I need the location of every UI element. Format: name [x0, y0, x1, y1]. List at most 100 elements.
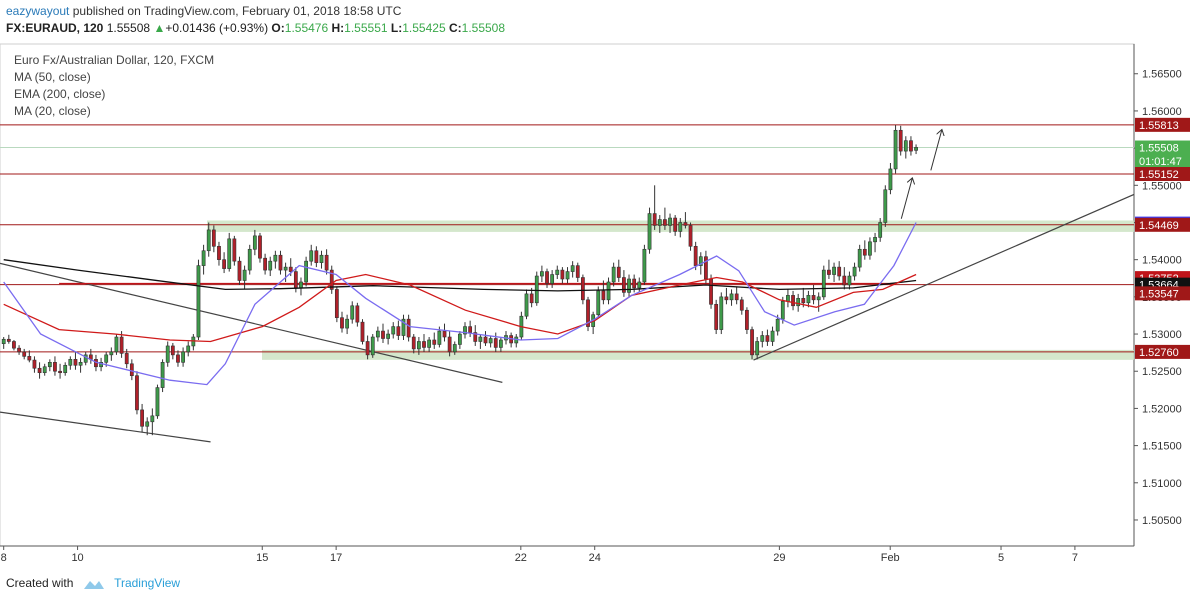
candle-body	[314, 250, 319, 263]
candle-body	[386, 333, 391, 339]
candle-body	[201, 250, 206, 266]
candle-body	[652, 213, 657, 226]
support-resistance-zone	[262, 349, 1134, 360]
candle-body	[427, 339, 432, 348]
candle-body	[381, 330, 385, 339]
candle-body	[637, 281, 642, 289]
legend-title: Euro Fx/Australian Dollar, 120, FXCM	[14, 53, 215, 67]
price-label-text: 1.55813	[1139, 120, 1179, 132]
candle-body	[565, 271, 570, 280]
candle-body	[1, 338, 6, 345]
ma50-line	[3, 273, 917, 343]
candle-body	[114, 336, 119, 353]
price-tick-label: 1.52500	[1142, 366, 1182, 378]
candle-body	[647, 213, 652, 250]
candle-body	[914, 147, 918, 151]
candle-body	[242, 269, 247, 281]
candle-body	[68, 359, 73, 366]
candle-body	[237, 260, 242, 281]
candle-body	[873, 237, 877, 243]
candle-body	[176, 354, 180, 363]
candle-body	[883, 189, 888, 223]
candle-body	[827, 269, 831, 275]
trend-line	[753, 193, 1134, 361]
ma20-line	[3, 222, 917, 386]
candle-body	[78, 362, 83, 366]
candle-body	[478, 336, 483, 342]
price-label-text: 01:01:47	[1139, 156, 1182, 168]
price-label-box	[1135, 117, 1190, 132]
time-tick-label: 7	[1072, 552, 1078, 564]
high-label: H:	[331, 21, 345, 35]
time-tick-label: 8	[1, 552, 7, 564]
candle-body	[406, 318, 411, 338]
low-label: L:	[390, 21, 403, 35]
candle-body	[375, 330, 380, 338]
candle-body	[903, 140, 908, 152]
candle-body	[473, 332, 478, 342]
candle-body	[796, 298, 801, 307]
candle-body	[586, 299, 590, 327]
ticker-symbol: FX:EURAUD, 120	[6, 21, 104, 35]
candle-body	[893, 129, 898, 170]
candle-body	[596, 290, 601, 316]
candle-body	[765, 335, 770, 342]
price-tick-label: 1.54000	[1142, 255, 1182, 267]
candle-body	[278, 254, 283, 271]
plot-layer	[0, 124, 1134, 443]
candle-body	[258, 235, 262, 259]
legend-ma20[interactable]: MA (20, close)	[14, 104, 91, 118]
low-value: 1.55425	[402, 21, 446, 35]
legend-ema200[interactable]: EMA (200, close)	[14, 87, 106, 101]
candle-body	[324, 254, 329, 271]
candle-body	[857, 248, 862, 268]
candle-body	[581, 277, 585, 301]
candle-body	[698, 256, 703, 266]
candle-body	[437, 330, 442, 345]
candle-body	[124, 353, 129, 365]
candle-body	[555, 269, 560, 275]
candle-body	[878, 222, 883, 238]
author-link[interactable]: eazywayout	[6, 4, 70, 18]
candle-body	[299, 281, 303, 289]
tradingview-link[interactable]: TradingView	[114, 576, 181, 590]
candle-body	[252, 235, 257, 250]
candle-body	[704, 256, 708, 280]
publish-line: eazywayout published on TradingView.com,…	[6, 4, 401, 18]
price-label-box	[1135, 217, 1190, 232]
candle-body	[801, 298, 806, 304]
price-tick-label: 1.53000	[1142, 329, 1182, 341]
candle-body	[319, 254, 324, 263]
candle-body	[862, 248, 867, 256]
candle-body	[391, 326, 396, 335]
trend-line	[0, 411, 211, 443]
candle-body	[304, 260, 308, 283]
price-tick-label: 1.52000	[1142, 403, 1182, 415]
candle-body	[888, 168, 893, 191]
candle-body	[488, 338, 493, 344]
candle-body	[432, 339, 437, 345]
candle-body	[570, 265, 575, 272]
price-tick-label: 1.56000	[1142, 106, 1182, 118]
candle-body	[27, 356, 32, 361]
time-tick-label: 5	[998, 552, 1004, 564]
time-tick-label: 22	[515, 552, 527, 564]
price-change: +0.01436 (+0.93%)	[165, 21, 269, 35]
price-label-text: 1.52760	[1139, 347, 1179, 359]
chart-legend: Euro Fx/Australian Dollar, 120, FXCM MA …	[14, 52, 214, 120]
candle-body	[616, 266, 621, 278]
candle-body	[165, 345, 170, 363]
candle-body	[483, 336, 488, 344]
price-label-box	[1135, 286, 1190, 301]
candle-body	[611, 266, 616, 283]
projection-arrow	[900, 178, 912, 219]
candle-body	[37, 367, 42, 374]
legend-ma50[interactable]: MA (50, close)	[14, 70, 91, 84]
candle-body	[898, 129, 903, 152]
candle-body	[832, 266, 836, 275]
candle-body	[217, 245, 221, 260]
candle-body	[729, 293, 734, 301]
candle-body	[791, 295, 795, 307]
candle-body	[211, 229, 216, 247]
